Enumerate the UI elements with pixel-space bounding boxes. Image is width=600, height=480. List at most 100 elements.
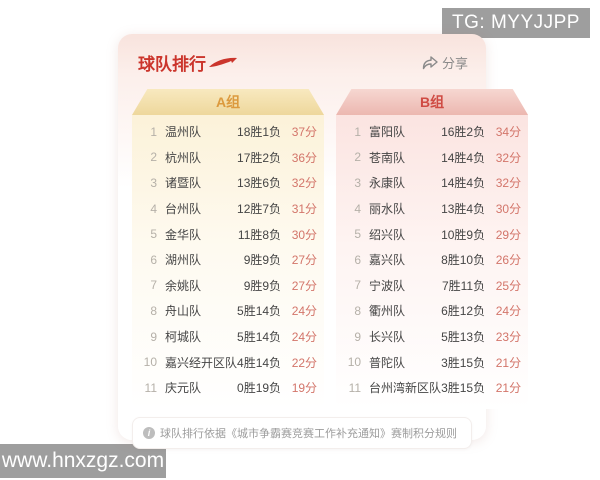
team-cell: 余姚队 bbox=[165, 278, 202, 293]
rank-cell: 2 bbox=[354, 150, 362, 165]
record-cell: 6胜12负 bbox=[441, 304, 486, 319]
watermark-top-right: TG: MYYJJPP bbox=[442, 8, 590, 38]
points-cell: 24分 bbox=[291, 330, 318, 345]
record-cell: 17胜2负 bbox=[237, 150, 282, 165]
team-cell: 诸暨队 bbox=[165, 176, 202, 191]
rank-cell: 1 bbox=[150, 124, 157, 139]
team-cell: 台州湾新区队 bbox=[369, 381, 442, 396]
team-cell: 杭州队 bbox=[165, 150, 202, 165]
team-cell: 嘉兴经开区队 bbox=[165, 355, 238, 370]
share-label: 分享 bbox=[441, 56, 468, 71]
record-cell: 3胜15负 bbox=[441, 381, 486, 396]
rank-cell: 10 bbox=[143, 355, 157, 370]
record-cell: 8胜10负 bbox=[441, 253, 486, 268]
team-cell: 衢州队 bbox=[369, 304, 406, 319]
ranking-card: 球队排行 分享 A组 1 温州队 18胜 bbox=[118, 34, 529, 449]
record-cell: 3胜15负 bbox=[441, 355, 486, 370]
team-cell: 苍南队 bbox=[369, 150, 406, 165]
table-row: 5 金华队 11胜8负 30分 bbox=[139, 221, 317, 247]
group-a-table: 1 温州队 18胜1负 37分 2 杭州队 17胜2负 36分 3 诸暨队 13胜6负 32分 4 台州队… bbox=[132, 115, 325, 409]
rank-cell: 3 bbox=[150, 175, 157, 190]
group-b-column: B组 1 富阳队 16胜2负 34分 2 苍南队 14胜4负 32分 3 永康队 14胜4负 32分 4… bbox=[336, 89, 529, 409]
team-cell: 金华队 bbox=[165, 227, 202, 242]
team-cell: 普陀队 bbox=[369, 355, 406, 370]
rank-cell: 9 bbox=[150, 329, 157, 344]
table-row: 10 嘉兴经开区队 4胜14负 22分 bbox=[139, 349, 317, 375]
swoosh-brush-icon bbox=[208, 56, 238, 74]
record-cell: 9胜9负 bbox=[243, 278, 282, 293]
points-cell: 29分 bbox=[495, 227, 522, 242]
table-row: 9 柯城队 5胜14负 24分 bbox=[139, 324, 317, 350]
table-row: 6 湖州队 9胜9负 27分 bbox=[139, 247, 317, 273]
record-cell: 0胜19负 bbox=[237, 381, 282, 396]
points-cell: 21分 bbox=[495, 381, 522, 396]
rank-cell: 5 bbox=[150, 227, 157, 242]
rank-cell: 10 bbox=[347, 355, 362, 370]
points-cell: 30分 bbox=[495, 202, 522, 217]
record-cell: 16胜2负 bbox=[441, 125, 486, 140]
team-cell: 嘉兴队 bbox=[369, 253, 406, 268]
points-cell: 23分 bbox=[495, 330, 522, 345]
points-cell: 21分 bbox=[495, 355, 522, 370]
team-cell: 台州队 bbox=[165, 202, 202, 217]
rank-cell: 7 bbox=[150, 278, 157, 293]
record-cell: 13胜4负 bbox=[441, 202, 486, 217]
record-cell: 10胜9负 bbox=[441, 227, 486, 242]
team-cell: 永康队 bbox=[369, 176, 406, 191]
record-cell: 5胜14负 bbox=[237, 330, 282, 345]
points-cell: 36分 bbox=[291, 150, 318, 165]
rank-cell: 8 bbox=[150, 303, 157, 318]
record-cell: 18胜1负 bbox=[237, 125, 282, 140]
record-cell: 14胜4负 bbox=[441, 150, 486, 165]
table-row: 2 杭州队 17胜2负 36分 bbox=[139, 145, 317, 171]
points-cell: 34分 bbox=[495, 125, 522, 140]
team-cell: 长兴队 bbox=[369, 330, 406, 345]
points-cell: 32分 bbox=[291, 176, 318, 191]
record-cell: 9胜9负 bbox=[243, 253, 282, 268]
team-cell: 绍兴队 bbox=[369, 227, 406, 242]
table-row: 4 丽水队 13胜4负 30分 bbox=[343, 196, 521, 222]
rank-cell: 5 bbox=[354, 227, 362, 242]
rank-cell: 4 bbox=[150, 201, 157, 216]
rank-cell: 7 bbox=[354, 278, 362, 293]
team-cell: 庆元队 bbox=[165, 381, 202, 396]
points-cell: 37分 bbox=[291, 125, 318, 140]
points-cell: 27分 bbox=[291, 278, 318, 293]
group-b-header: B组 bbox=[336, 89, 529, 115]
watermark-bottom-left: www.hnxzgz.com bbox=[0, 444, 166, 478]
group-a-header: A组 bbox=[132, 89, 325, 115]
rank-cell: 1 bbox=[354, 124, 362, 139]
points-cell: 19分 bbox=[291, 381, 318, 396]
team-cell: 温州队 bbox=[165, 125, 202, 140]
team-cell: 湖州队 bbox=[165, 253, 202, 268]
rank-cell: 11 bbox=[144, 380, 157, 395]
rank-cell: 4 bbox=[354, 201, 362, 216]
team-cell: 宁波队 bbox=[369, 278, 406, 293]
share-button[interactable]: 分享 bbox=[422, 53, 468, 72]
group-a-column: A组 1 温州队 18胜1负 37分 2 杭州队 17胜2负 36分 3 诸暨队 13胜6负 32分 4… bbox=[132, 89, 325, 409]
record-cell: 13胜6负 bbox=[237, 176, 282, 191]
points-cell: 24分 bbox=[291, 304, 318, 319]
rank-cell: 8 bbox=[354, 303, 362, 318]
points-cell: 30分 bbox=[291, 227, 318, 242]
footer-note: i 球队排行依据《城市争霸赛竞赛工作补充通知》赛制积分规则 bbox=[132, 416, 472, 449]
table-row: 2 苍南队 14胜4负 32分 bbox=[343, 145, 521, 171]
points-cell: 32分 bbox=[495, 176, 522, 191]
record-cell: 7胜11负 bbox=[441, 278, 486, 293]
page-title: 球队排行 bbox=[138, 55, 206, 74]
team-cell: 富阳队 bbox=[369, 125, 406, 140]
group-columns: A组 1 温州队 18胜1负 37分 2 杭州队 17胜2负 36分 3 诸暨队 13胜6负 32分 4… bbox=[118, 83, 529, 409]
table-row: 4 台州队 12胜7负 31分 bbox=[139, 196, 317, 222]
rank-cell: 6 bbox=[150, 252, 157, 267]
record-cell: 5胜13负 bbox=[441, 330, 486, 345]
record-cell: 11胜8负 bbox=[237, 227, 282, 242]
table-row: 3 诸暨队 13胜6负 32分 bbox=[139, 170, 317, 196]
table-row: 10 普陀队 3胜15负 21分 bbox=[343, 349, 521, 375]
table-row: 1 富阳队 16胜2负 34分 bbox=[343, 119, 521, 145]
group-b-table: 1 富阳队 16胜2负 34分 2 苍南队 14胜4负 32分 3 永康队 14胜4负 32分 4 丽水队… bbox=[336, 115, 529, 409]
table-row: 11 台州湾新区队 3胜15负 21分 bbox=[343, 375, 522, 401]
rank-cell: 9 bbox=[354, 329, 362, 344]
table-row: 1 温州队 18胜1负 37分 bbox=[139, 119, 317, 145]
points-cell: 27分 bbox=[291, 253, 318, 268]
